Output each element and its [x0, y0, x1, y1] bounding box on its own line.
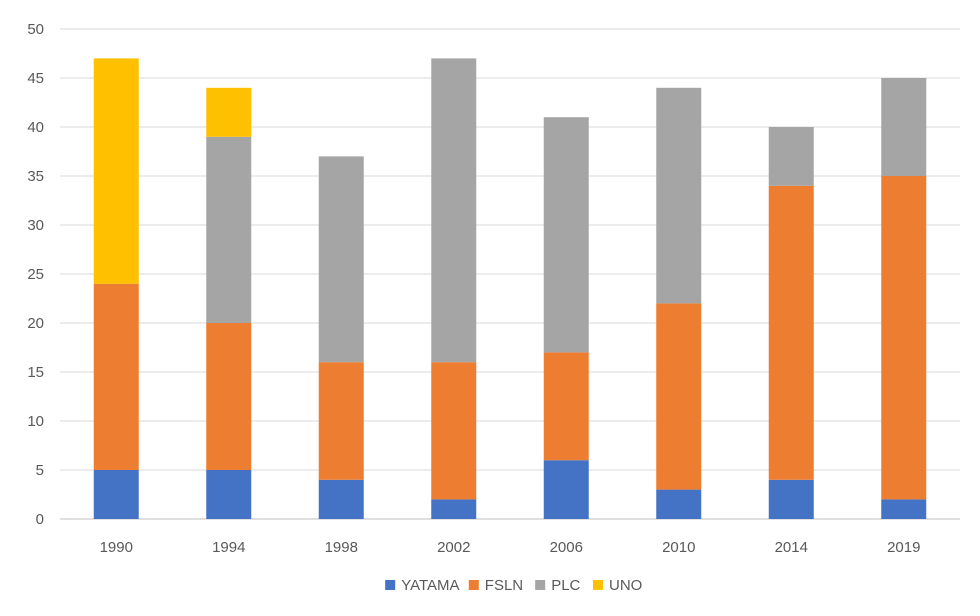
y-tick-label: 40	[27, 119, 44, 136]
y-tick-label: 5	[36, 462, 44, 479]
legend-swatch-yatama	[385, 580, 396, 590]
legend-swatch-fsln	[468, 580, 479, 590]
bars	[93, 58, 927, 519]
legend-label-yatama: YATAMA	[401, 577, 459, 594]
y-tick-label: 50	[27, 21, 44, 38]
bar-fsln-2014	[768, 185, 814, 480]
bar-fsln-2019	[881, 176, 927, 500]
bar-fsln-1990	[93, 283, 139, 470]
bar-fsln-2002	[431, 362, 477, 500]
x-tick-label: 2010	[662, 539, 695, 556]
bar-yatama-2010	[656, 489, 702, 519]
bar-plc-1994	[206, 136, 252, 323]
bar-uno-1994	[206, 87, 252, 137]
bar-yatama-1998	[318, 479, 364, 519]
legend-label-uno: UNO	[609, 577, 642, 594]
y-tick-label: 10	[27, 413, 44, 430]
bar-plc-2002	[431, 58, 477, 363]
legend-label-fsln: FSLN	[485, 577, 523, 594]
x-tick-label: 2002	[437, 539, 470, 556]
bar-fsln-1998	[318, 362, 364, 480]
bar-uno-1990	[93, 58, 139, 284]
bar-plc-1998	[318, 156, 364, 363]
legend-label-plc: PLC	[551, 577, 580, 594]
y-tick-label: 25	[27, 266, 44, 283]
y-tick-label: 20	[27, 315, 44, 332]
x-tick-label: 1998	[325, 539, 358, 556]
bar-yatama-1990	[93, 470, 139, 519]
x-tick-label: 1994	[212, 539, 245, 556]
bar-plc-2006	[543, 117, 589, 353]
x-tick-label: 1990	[100, 539, 133, 556]
bar-yatama-1994	[206, 470, 252, 519]
y-tick-label: 45	[27, 70, 44, 87]
bar-fsln-2010	[656, 303, 702, 490]
bar-fsln-2006	[543, 352, 589, 461]
bar-plc-2014	[768, 127, 814, 186]
x-tick-label: 2014	[775, 539, 808, 556]
bar-plc-2010	[656, 87, 702, 304]
bar-yatama-2002	[431, 499, 477, 519]
x-tick-label: 2006	[550, 539, 583, 556]
y-tick-label: 35	[27, 168, 44, 185]
y-tick-label: 0	[36, 511, 44, 528]
legend: YATAMA FSLN PLC UNO	[385, 577, 642, 594]
legend-swatch-uno	[593, 580, 603, 590]
legend-swatch-plc	[535, 580, 546, 590]
x-axis-ticks: 1990 1994 1998 2002 2006 2010 2014 2019	[100, 539, 921, 556]
bar-yatama-2014	[768, 479, 814, 519]
bar-yatama-2019	[881, 499, 927, 519]
bar-yatama-2006	[543, 460, 589, 519]
y-axis-ticks: 0 5 10 15 20 25 30 35 40 45 50	[27, 21, 44, 528]
gridlines	[60, 28, 960, 520]
y-tick-label: 30	[27, 217, 44, 234]
bar-plc-2019	[881, 78, 927, 176]
bar-fsln-1994	[206, 323, 252, 470]
y-tick-label: 15	[27, 364, 44, 381]
x-tick-label: 2019	[887, 539, 920, 556]
